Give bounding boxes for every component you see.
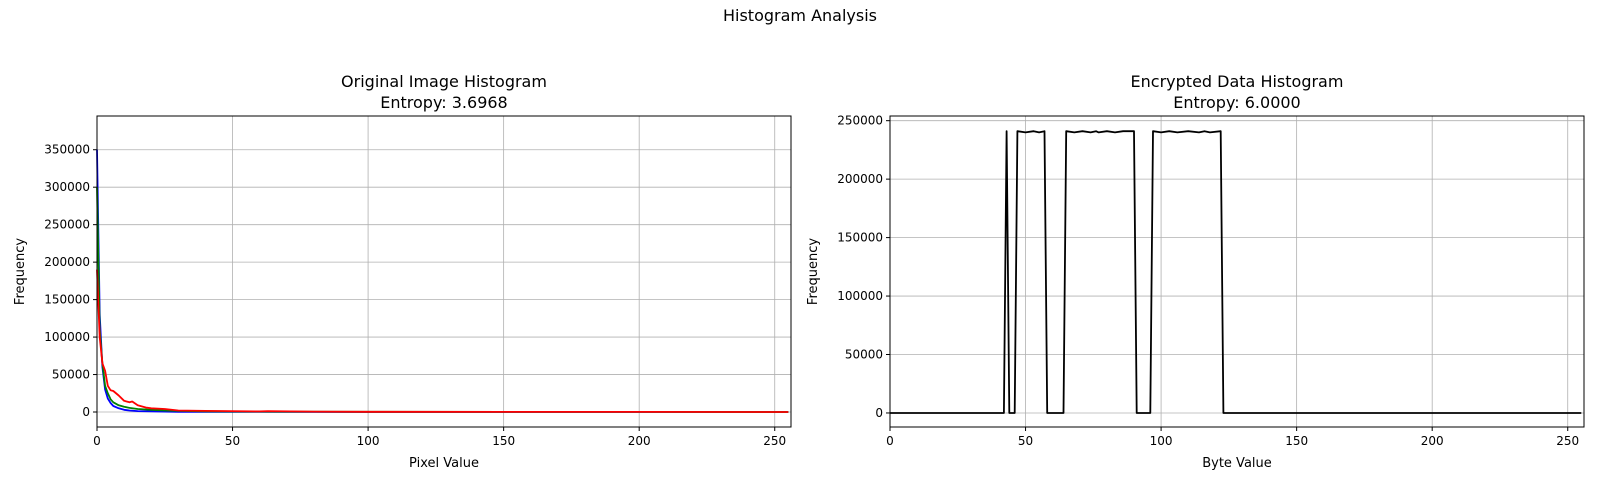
original-xtick-label: 200 xyxy=(628,434,651,448)
original-ytick-label: 200000 xyxy=(44,255,90,269)
original-ylabel: Frequency xyxy=(13,238,28,305)
original-xtick-label: 100 xyxy=(357,434,380,448)
original-histogram-panel: 0 50 100 150 200 250 0 50000 100000 150000 200000 2… xyxy=(13,72,792,471)
original-series-line-0 xyxy=(96,149,789,413)
original-ytick-label: 350000 xyxy=(44,143,90,157)
original-ytick-label: 300000 xyxy=(44,180,90,194)
encrypted-series-line-0 xyxy=(890,130,1582,414)
original-xlabel: Pixel Value xyxy=(409,456,479,471)
figure-suptitle: Histogram Analysis xyxy=(722,6,877,25)
encrypted-ytick-label: 0 xyxy=(875,406,883,420)
original-entropy-subtitle: Entropy: 3.6968 xyxy=(380,93,507,112)
encrypted-ytick-label: 200000 xyxy=(837,172,883,186)
original-ytick-label: 100000 xyxy=(44,330,90,344)
encrypted-xlabel: Byte Value xyxy=(1202,456,1272,471)
encrypted-xtick-label: 100 xyxy=(1150,434,1173,448)
original-xtick-label: 150 xyxy=(492,434,515,448)
original-xtick-label: 250 xyxy=(763,434,786,448)
original-ytick-label: 0 xyxy=(82,405,90,419)
encrypted-title: Encrypted Data Histogram xyxy=(1131,72,1344,91)
encrypted-xtick-label: 0 xyxy=(886,434,894,448)
encrypted-xtick-label: 50 xyxy=(1018,434,1033,448)
original-ytick-label: 250000 xyxy=(44,218,90,232)
original-ytick-label: 50000 xyxy=(52,368,90,382)
encrypted-ytick-label: 100000 xyxy=(837,289,883,303)
encrypted-ytick-label: 250000 xyxy=(837,114,883,128)
encrypted-ytick-label: 50000 xyxy=(845,348,883,362)
encrypted-ytick-label: 150000 xyxy=(837,231,883,245)
original-axes-frame xyxy=(96,115,792,428)
original-series-line-2 xyxy=(96,269,789,413)
encrypted-axes-frame xyxy=(889,115,1585,428)
encrypted-xtick-label: 200 xyxy=(1421,434,1444,448)
original-ytick-label: 150000 xyxy=(44,293,90,307)
original-xtick-label: 50 xyxy=(225,434,240,448)
encrypted-entropy-subtitle: Entropy: 6.0000 xyxy=(1173,93,1300,112)
encrypted-xtick-label: 150 xyxy=(1285,434,1308,448)
encrypted-ylabel: Frequency xyxy=(806,238,821,305)
original-title: Original Image Histogram xyxy=(341,72,547,91)
encrypted-xtick-label: 250 xyxy=(1556,434,1579,448)
original-xtick-label: 0 xyxy=(93,434,101,448)
encrypted-histogram-panel: 0 50 100 150 200 250 0 50000 100000 150000 200000 2… xyxy=(806,72,1585,471)
